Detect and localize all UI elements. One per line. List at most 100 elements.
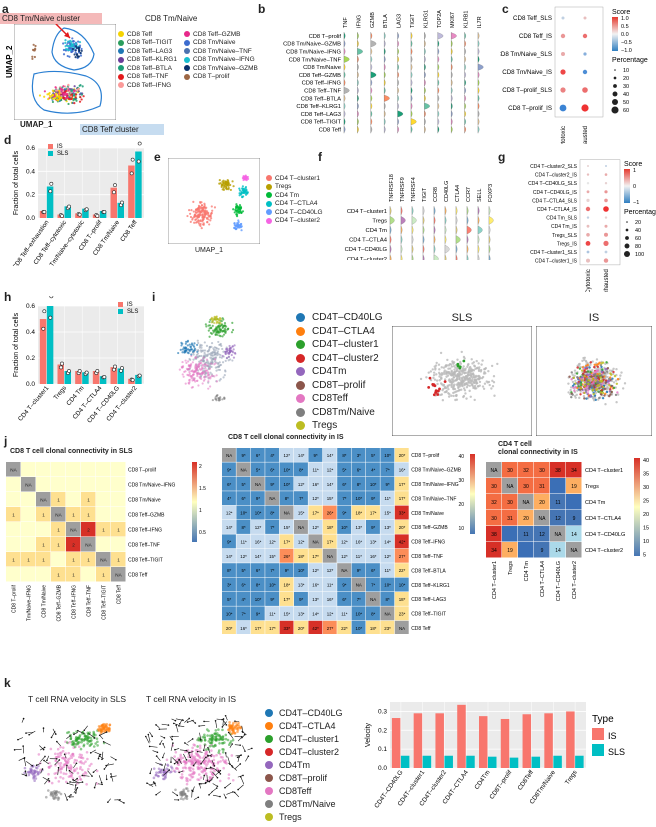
scatter-point [606,367,610,370]
heatmap-cell [236,505,251,520]
scatter-point [594,379,597,382]
panel-label-i: i [152,290,156,304]
heatmap-cell [337,505,352,520]
velocity-arrowhead [162,769,165,771]
scatter-point [470,380,474,383]
scatter-point [612,372,615,376]
scatter-point [206,364,209,367]
heatmap-cell [236,548,251,563]
scatter-point [571,380,575,384]
scatter-point [578,396,581,400]
heatmap-cell [394,548,409,563]
heatmap-cell-value: NA [70,528,77,533]
heatmap-cell [534,462,550,478]
velocity-arrowhead [155,793,157,796]
velocity-arrowhead [219,795,221,798]
heatmap-cell-value: 9* [342,511,346,516]
velocity-arrow [210,767,217,770]
legend-label: CD8Teff [279,785,312,796]
scatter-point [189,769,193,772]
scatter-point [173,755,176,758]
x-tick-label: CD8Teff [516,769,535,792]
velocity-arrowhead [44,755,46,758]
bar-point [49,296,54,299]
heatmap-cell [366,448,380,462]
dotplot-dot [586,258,590,263]
bar-is [435,713,444,768]
bar-sls [135,151,142,218]
scatter-point [214,735,218,739]
heatmap-col-label: CD4 T–cluster2 [572,561,578,599]
heatmap-cell [486,526,502,542]
heatmap-cell-value: 17* [269,626,276,631]
scatter-point [473,381,476,384]
heatmap-cell [21,477,36,492]
scatter-point [219,396,222,399]
scatter-point [203,202,206,205]
heatmap-cell [222,534,236,549]
heatmap-cell-value: 7* [299,496,303,501]
scatter-point [438,387,441,391]
legend-swatch [296,353,305,363]
scatter-point [231,778,235,782]
violin-shape [343,110,346,118]
scatter-point [76,742,80,746]
heatmap-cell [351,476,366,491]
velocity-arrow [222,718,224,726]
scatter-point [438,368,441,371]
velocity-arrow [187,738,193,743]
heatmap-cell [337,491,352,506]
heatmap-cell-value: 23* [384,626,391,631]
violin-shape [477,40,480,48]
scatter-point [433,378,437,381]
violin-shape [488,254,491,260]
heatmap-cell-value: NA [255,482,261,487]
heatmap-cell-value: 4* [227,496,231,501]
scatter-point [62,48,66,52]
scatter-point [208,744,212,748]
scatter-point [446,374,450,377]
legend-swatch [118,82,124,89]
scatter-point [57,780,61,783]
heatmap-cell-value: 10* [240,511,247,516]
heatmap-cell [279,606,294,621]
scatter-point [57,99,60,102]
scatter-point [464,376,467,379]
scatter-point [612,370,615,374]
violin-shape [451,125,453,134]
velocity-arrow [232,766,237,771]
violin-shape [422,216,425,225]
bar-sls [444,755,453,768]
scatter-point [217,728,220,731]
scatter-point [186,373,189,376]
velocity-arrowhead [191,790,194,793]
dotplot-size-tick: 100 [635,252,644,258]
heatmap-cell [308,491,323,506]
heatmap-cell [6,537,21,552]
scatter-point [219,328,222,331]
scatter-point [584,389,587,392]
scatter-point [583,375,586,378]
scatter-point [208,776,212,779]
heatmap-colorbar-tick: 5 [643,553,646,559]
scatter-point [82,744,86,748]
violin-shape [384,79,386,87]
scatter-point [155,771,158,774]
violin-shape [477,206,480,216]
heatmap-cell [380,563,395,578]
scatter-point [231,724,234,728]
heatmap-cell [518,526,534,542]
scatter-point [227,181,230,184]
velocity-arrow [152,750,158,753]
velocity-arrowhead [28,733,30,736]
scatter-point [199,210,202,214]
velocity-arrowhead [155,724,157,726]
sls-tsne-title: SLS [451,312,473,324]
scatter-point [227,359,230,362]
legend-swatch [265,708,273,717]
heatmap-cell-value: 15* [384,511,391,516]
heatmap-cell-value: 1 [57,528,60,533]
scatter-point [221,741,225,745]
scatter-point [237,226,240,229]
scatter-point [568,375,571,378]
